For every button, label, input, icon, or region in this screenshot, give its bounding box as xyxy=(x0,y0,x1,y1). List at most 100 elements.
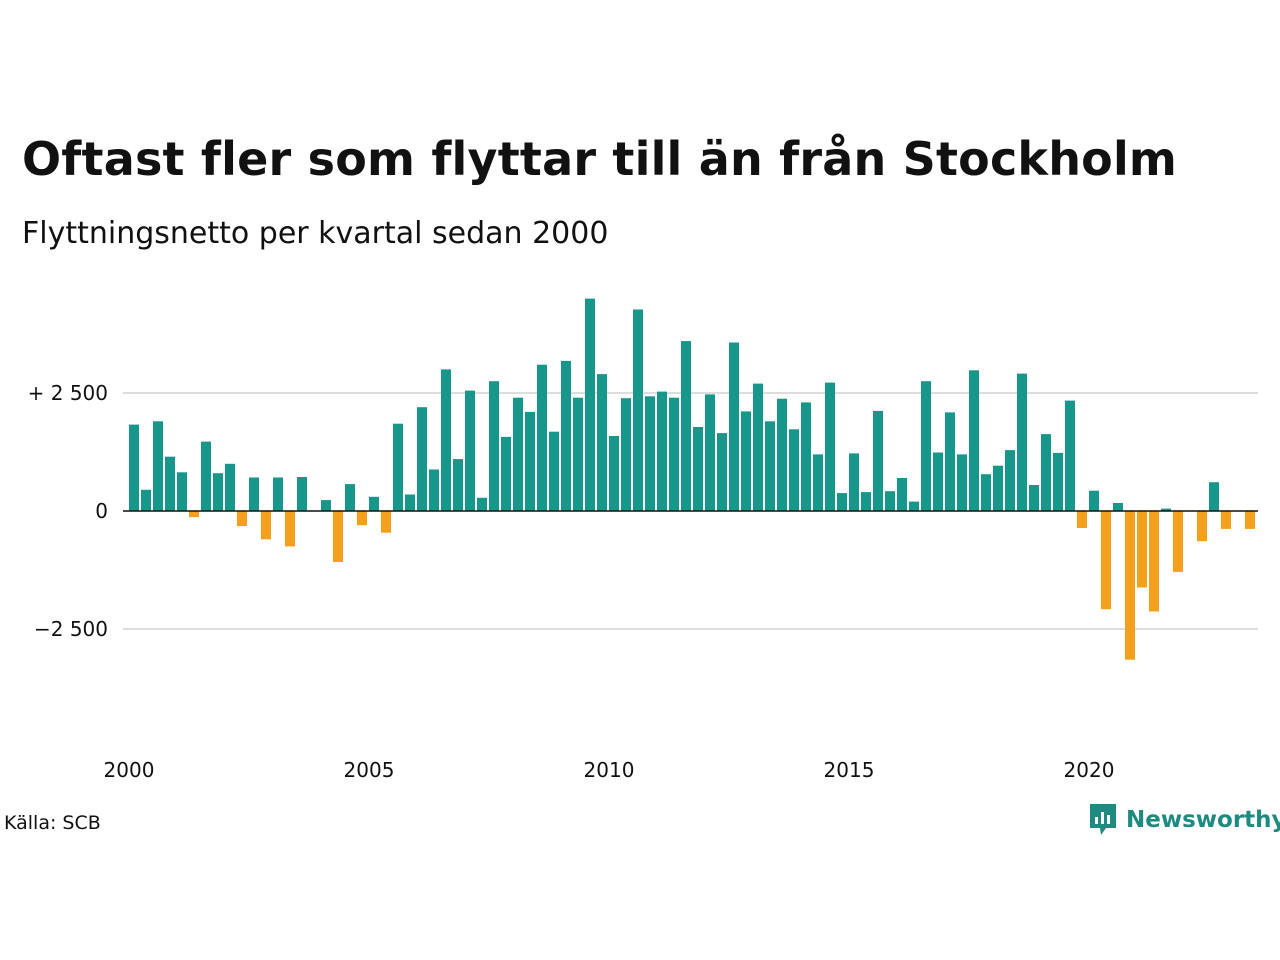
bar xyxy=(657,391,667,511)
bar xyxy=(429,469,439,511)
bar xyxy=(1041,434,1051,511)
bar xyxy=(489,381,499,511)
bar xyxy=(405,494,415,511)
bar xyxy=(297,477,307,511)
bar xyxy=(1221,511,1231,529)
bar xyxy=(633,309,643,511)
bar xyxy=(501,436,511,511)
bar xyxy=(381,511,391,533)
bar xyxy=(885,491,895,511)
bar xyxy=(129,424,139,511)
bar xyxy=(453,459,463,511)
bar xyxy=(537,364,547,511)
bar xyxy=(1017,373,1027,511)
bar xyxy=(561,360,571,511)
bar xyxy=(1053,452,1063,511)
bar xyxy=(897,478,907,511)
bar xyxy=(765,421,775,511)
bar xyxy=(1005,450,1015,511)
bar xyxy=(825,382,835,511)
bar xyxy=(849,453,859,511)
bar xyxy=(513,397,523,511)
bar xyxy=(669,397,679,511)
bar xyxy=(861,492,871,511)
bar xyxy=(933,452,943,511)
bar xyxy=(1173,511,1183,572)
bar xyxy=(873,410,883,511)
bar xyxy=(345,484,355,511)
bar xyxy=(237,511,247,527)
bar xyxy=(525,411,535,511)
x-tick-label: 2005 xyxy=(344,758,395,782)
bar xyxy=(729,342,739,511)
bar xyxy=(417,407,427,511)
bar xyxy=(813,454,823,511)
bar xyxy=(393,423,403,511)
bar xyxy=(441,369,451,511)
bar xyxy=(477,497,487,511)
chart-title: Oftast fler som flyttar till än från Sto… xyxy=(22,132,1178,186)
bar xyxy=(1149,511,1159,612)
bar xyxy=(693,427,703,511)
bar xyxy=(357,511,367,526)
bar xyxy=(465,390,475,511)
bar xyxy=(837,493,847,511)
bar xyxy=(753,383,763,511)
y-tick-label: 0 xyxy=(95,499,108,523)
bar xyxy=(609,436,619,511)
bar xyxy=(1113,503,1123,511)
x-tick-label: 2015 xyxy=(824,758,875,782)
bar xyxy=(1029,485,1039,511)
bar xyxy=(597,374,607,511)
bar xyxy=(789,429,799,511)
bar xyxy=(981,474,991,511)
bar xyxy=(225,463,235,511)
bar xyxy=(189,511,199,518)
bar xyxy=(717,433,727,511)
bar xyxy=(801,402,811,511)
brand-name: Newsworthy xyxy=(1126,807,1280,833)
bar xyxy=(1245,511,1255,529)
bar xyxy=(285,511,295,547)
brand-logo[interactable]: Newsworthy xyxy=(1088,802,1280,838)
bar xyxy=(741,411,751,511)
bar xyxy=(777,398,787,511)
bar xyxy=(201,441,211,511)
bar xyxy=(969,370,979,511)
bar xyxy=(1089,490,1099,511)
bar xyxy=(993,465,1003,511)
y-tick-label: −2 500 xyxy=(34,617,108,641)
bar xyxy=(273,477,283,511)
x-tick-label: 2000 xyxy=(104,758,155,782)
bar xyxy=(165,456,175,511)
bar xyxy=(921,381,931,511)
bar xyxy=(369,496,379,511)
y-tick-label: + 2 500 xyxy=(28,381,108,405)
bar xyxy=(909,501,919,511)
x-tick-label: 2020 xyxy=(1064,758,1115,782)
bar xyxy=(1065,400,1075,511)
bar xyxy=(621,398,631,511)
bar xyxy=(573,397,583,511)
y-axis-ticks: + 2 500 0 −2 500 xyxy=(28,381,108,641)
bar xyxy=(957,454,967,511)
bar xyxy=(1125,511,1135,660)
bar xyxy=(1101,511,1111,610)
source-label: Källa: SCB xyxy=(4,812,101,834)
bar xyxy=(1209,482,1219,511)
bar xyxy=(333,511,343,562)
bar xyxy=(945,412,955,511)
bar xyxy=(1137,511,1147,588)
bar xyxy=(153,421,163,511)
bar xyxy=(549,431,559,511)
bar xyxy=(1197,511,1207,542)
bars xyxy=(123,298,1258,660)
bar xyxy=(681,341,691,511)
bar xyxy=(213,473,223,511)
bar xyxy=(177,472,187,511)
newsworthy-icon xyxy=(1090,804,1116,835)
x-axis-ticks: 2000 2005 2010 2015 2020 xyxy=(104,758,1115,782)
bar xyxy=(1161,508,1171,511)
chart-subtitle: Flyttningsnetto per kvartal sedan 2000 xyxy=(22,216,609,251)
bar xyxy=(321,500,331,511)
